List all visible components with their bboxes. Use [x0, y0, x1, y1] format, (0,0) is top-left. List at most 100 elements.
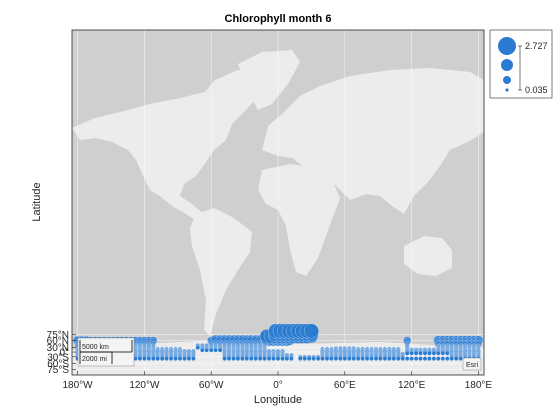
chlorophyll-marker [222, 356, 227, 361]
chlorophyll-marker [422, 351, 428, 356]
chlorophyll-marker [303, 323, 319, 339]
chlorophyll-marker [413, 351, 419, 356]
y-tick-label: 60°N [47, 336, 69, 347]
chlorophyll-marker [355, 356, 361, 361]
scale-bar-mi-label: 2000 mi [82, 356, 107, 363]
chlorophyll-marker [306, 356, 312, 361]
chart-title: Chlorophyll month 6 [225, 13, 332, 25]
chlorophyll-marker [342, 356, 348, 361]
y-tick-label: 30°S [47, 352, 69, 363]
chlorophyll-marker [422, 356, 428, 361]
chlorophyll-marker [409, 351, 414, 356]
land-greenland [238, 50, 300, 110]
chlorophyll-marker [240, 356, 245, 361]
chlorophyll-marker [404, 351, 410, 356]
chlorophyll-marker [413, 356, 419, 361]
legend-marker-max [498, 37, 516, 55]
chlorophyll-marker [387, 356, 392, 361]
chlorophyll-marker [418, 356, 423, 361]
chlorophyll-marker [427, 351, 432, 356]
size-legend: 2.727 0.035 [489, 29, 553, 99]
legend-marker-medium [503, 76, 511, 84]
land-australia [404, 236, 452, 276]
x-tick-label: 120°W [129, 380, 160, 391]
chlorophyll-marker [351, 356, 356, 361]
chlorophyll-marker [257, 356, 263, 361]
y-tick-label: 0° [59, 348, 69, 359]
chlorophyll-marker [440, 351, 446, 356]
chlorophyll-marker [445, 356, 450, 361]
chlorophyll-marker [146, 356, 152, 361]
legend-marker-large [501, 59, 513, 71]
x-tick-label: 0° [273, 380, 283, 391]
chlorophyll-marker [391, 356, 397, 361]
chlorophyll-marker [360, 356, 365, 361]
chlorophyll-marker [338, 356, 343, 361]
scale-bar: 5000 km 2000 mi [77, 337, 135, 367]
chlorophyll-marker [427, 356, 432, 361]
chlorophyll-marker [302, 356, 307, 361]
chlorophyll-marker [440, 356, 446, 361]
x-tick-label: 60°W [199, 380, 224, 391]
chlorophyll-marker [298, 356, 303, 361]
chlorophyll-marker [373, 356, 379, 361]
chlorophyll-marker [329, 356, 334, 361]
x-tick-label: 60°E [334, 380, 356, 391]
chlorophyll-marker [436, 356, 441, 361]
x-tick-label: 180°E [465, 380, 493, 391]
chlorophyll-marker [324, 356, 330, 361]
chlorophyll-marker [311, 356, 316, 361]
attribution: Esri [462, 357, 482, 371]
chlorophyll-marker [280, 356, 285, 361]
chlorophyll-marker [195, 345, 201, 350]
chlorophyll-marker [378, 356, 383, 361]
chlorophyll-marker [315, 356, 321, 361]
chlorophyll-marker [436, 351, 441, 356]
land-eurasia [262, 68, 484, 214]
attribution-label: Esri [466, 362, 479, 369]
chlorophyll-marker [396, 356, 401, 361]
chlorophyll-marker [204, 347, 209, 353]
chlorophyll-marker [266, 356, 272, 361]
chlorophyll-marker [262, 356, 267, 361]
chlorophyll-marker [164, 356, 169, 361]
chlorophyll-marker [226, 356, 232, 361]
land-north-america [72, 70, 262, 222]
chlorophyll-marker [271, 356, 276, 361]
chlorophyll-marker [217, 347, 223, 353]
axis-ticks: 180°W 120°W 60°W 0° 60°E 120°E 180°E75°N60°N30… [47, 330, 493, 391]
chlorophyll-marker [231, 356, 236, 361]
chlorophyll-marker [244, 356, 250, 361]
land-south-america [190, 208, 252, 336]
chlorophyll-marker [159, 356, 165, 361]
chlorophyll-marker [364, 356, 370, 361]
chlorophyll-marker [400, 356, 405, 361]
legend-min-label: 0.035 [525, 85, 548, 95]
chlorophyll-marker [253, 356, 258, 361]
chlorophyll-marker [369, 356, 374, 361]
chlorophyll-marker [186, 356, 192, 361]
map-axes[interactable]: 180°W 120°W 60°W 0° 60°E 120°E 180°E75°N60°N30… [47, 29, 493, 391]
y-tick-label: 60°S [47, 359, 69, 370]
y-tick-label: 75°S [47, 365, 69, 376]
legend-marker-min [505, 88, 509, 92]
chlorophyll-marker [431, 351, 437, 356]
land-africa [258, 164, 340, 276]
chlorophyll-marker [418, 351, 423, 356]
scale-bar-km-label: 5000 km [82, 344, 109, 351]
chlorophyll-marker [191, 356, 196, 361]
chlorophyll-marker [177, 356, 183, 361]
chlorophyll-marker [320, 356, 325, 361]
x-tick-label: 180°W [63, 380, 94, 391]
x-axis-label: Longitude [254, 394, 302, 406]
chlorophyll-marker [289, 356, 294, 361]
y-tick-label: 30°N [47, 343, 69, 354]
attribution-box [462, 357, 482, 371]
chlorophyll-marker [249, 356, 254, 361]
chlorophyll-marker [235, 356, 241, 361]
x-tick-label: 120°E [398, 380, 426, 391]
chlorophyll-marker [173, 356, 178, 361]
chlorophyll-marker [453, 356, 459, 361]
chlorophyll-marker [409, 356, 414, 361]
